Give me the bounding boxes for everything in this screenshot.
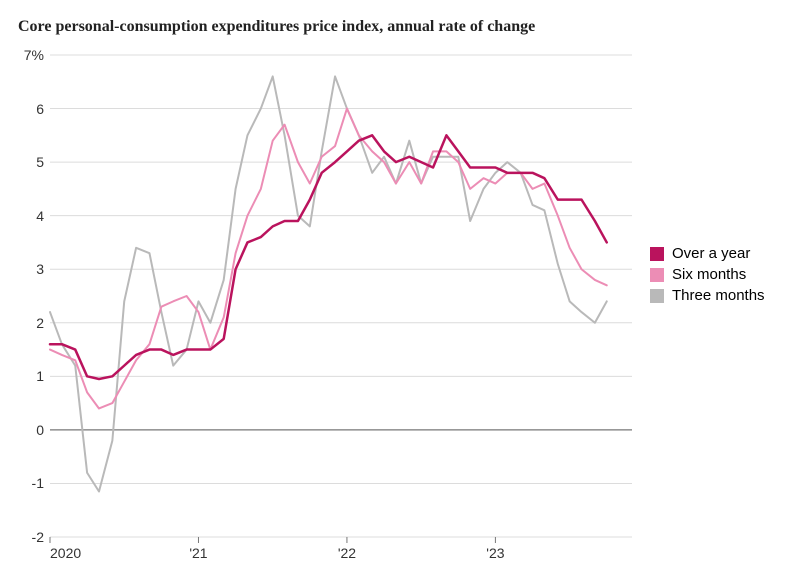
x-tick-label: 2020 bbox=[50, 545, 110, 561]
legend-label: Three months bbox=[672, 287, 765, 304]
series-line-three_months bbox=[50, 76, 607, 491]
legend-label: Over a year bbox=[672, 245, 750, 262]
y-tick-label: 4 bbox=[10, 208, 44, 224]
legend-item-three_months: Three months bbox=[650, 287, 765, 304]
x-tick-label: '21 bbox=[168, 545, 228, 561]
legend-item-over_a_year: Over a year bbox=[650, 245, 765, 262]
y-tick-label: 5 bbox=[10, 154, 44, 170]
legend-item-six_months: Six months bbox=[650, 266, 765, 283]
x-tick-label: '22 bbox=[317, 545, 377, 561]
legend: Over a year Six months Three months bbox=[650, 245, 765, 308]
y-tick-label: 7% bbox=[10, 47, 44, 63]
y-tick-label: -2 bbox=[10, 529, 44, 545]
legend-swatch bbox=[650, 289, 664, 303]
legend-label: Six months bbox=[672, 266, 746, 283]
y-tick-label: 2 bbox=[10, 315, 44, 331]
chart-svg bbox=[50, 55, 632, 537]
y-tick-label: 6 bbox=[10, 101, 44, 117]
y-tick-label: 1 bbox=[10, 368, 44, 384]
legend-swatch bbox=[650, 268, 664, 282]
chart-plot-area bbox=[50, 55, 632, 537]
y-tick-label: 3 bbox=[10, 261, 44, 277]
x-tick-label: '23 bbox=[465, 545, 525, 561]
y-tick-label: -1 bbox=[10, 475, 44, 491]
y-tick-label: 0 bbox=[10, 422, 44, 438]
chart-title: Core personal-consumption expenditures p… bbox=[18, 18, 535, 36]
legend-swatch bbox=[650, 247, 664, 261]
